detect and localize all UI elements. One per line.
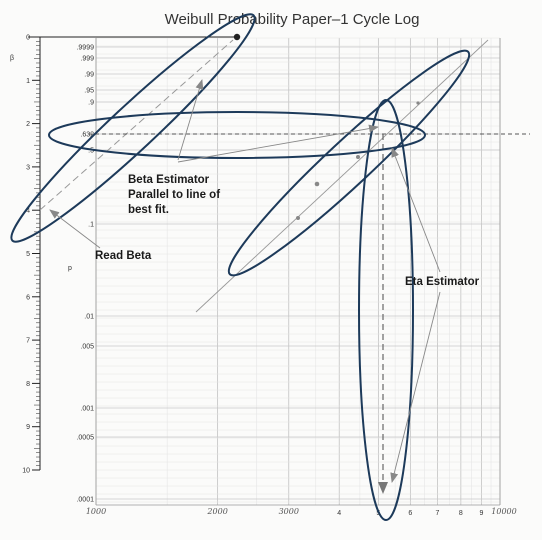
beta-tick-label: 6 [26,294,30,301]
beta-symbol: β [10,55,14,62]
beta-tick-label: 9 [26,424,30,431]
probability-tick-label: .99 [84,72,94,79]
eta-estimator-label: Eta Estimator [405,276,480,288]
chart-title: Weibull Probability Paper–1 Cycle Log [165,11,420,28]
beta-estimator-line [39,39,234,211]
data-points [233,33,420,220]
beta-tick-label: 1 [26,78,30,85]
beta-scale: β 0 1 2 3 4 5 6 7 8 9 10 [10,35,238,475]
probability-tick-label: .005 [80,344,94,351]
beta-arrow-to-fit [177,124,379,163]
x-handwritten-label: 1000 [86,507,106,516]
beta-estimator-label-line3: best fit. [128,204,169,216]
x-handwritten-label: 10000 [491,507,516,516]
vertical-grid [95,38,501,505]
beta-tick-label: 8 [26,381,30,388]
eta-arrow-up [391,147,441,273]
data-point [314,181,320,187]
probability-tick-label: .0001 [76,497,94,504]
beta-estimator-label-line1: Beta Estimator [128,174,210,186]
beta-tick-label: 0 [26,35,30,42]
probability-tick-label: .5 [88,148,94,155]
probability-symbol: p [68,265,72,272]
beta-tick-label: 5 [26,251,30,258]
beta-tick-label: 2 [26,121,30,128]
read-beta-arrow [49,209,101,249]
probability-tick-label: .9 [88,100,94,107]
beta-tick-label: 10 [22,468,30,475]
x-tick-label: 9 [480,510,484,517]
probability-tick-label: .01 [84,314,94,321]
read-beta-label: Read Beta [95,250,152,262]
beta-tick-label: 4 [26,208,30,215]
probability-tick-label: .9999 [76,45,94,52]
eta-arrow-down [390,291,441,483]
beta-estimator-ellipse [10,13,256,243]
best-fit-line [195,39,489,313]
beta-estimator-label-line2: Parallel to line of [128,189,220,201]
beta-tick-label: 7 [26,338,30,345]
probability-tick-label: .1 [88,222,94,229]
eta-ellipse [358,99,414,521]
x-tick-label: 7 [435,510,439,517]
p632-ellipse [48,111,426,159]
beta-arrow-to-estimator [177,79,204,161]
data-point [416,101,420,105]
probability-tick-label: .632 [80,132,94,139]
probability-tick-label: .0005 [76,435,94,442]
x-tick-label: 4 [337,510,341,517]
beta-origin-point [233,33,241,41]
probability-labels: p .9999 .999 .99 .95 .9 .632 .5 .1 .01 .005 .001 .0… [68,45,94,504]
beta-estimator-label: Beta Estimator Parallel to line of best … [128,174,220,216]
x-tick-label: 6 [408,510,412,517]
x-tick-label: 8 [459,510,463,517]
x-handwritten-label: 2000 [206,507,227,516]
x-handwritten-label: 3000 [279,507,299,516]
data-point [356,155,360,159]
data-point [296,216,300,220]
probability-tick-label: .95 [84,88,94,95]
probability-tick-label: .999 [80,56,94,63]
probability-tick-label: .001 [80,406,94,413]
beta-tick-label: 3 [26,164,30,171]
